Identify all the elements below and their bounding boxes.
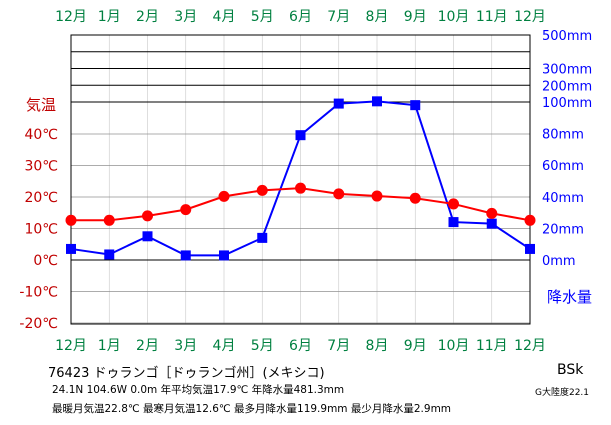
precipitation-point xyxy=(372,96,382,107)
month-label-bottom: 10月 xyxy=(438,338,470,354)
precipitation-series xyxy=(66,96,535,261)
precipitation-tick-label: 100mm xyxy=(542,96,592,111)
precipitation-tick-label: 200mm xyxy=(542,79,592,94)
month-label-bottom: 12月 xyxy=(55,338,87,354)
temperature-point xyxy=(295,182,306,194)
month-label-bottom: 5月 xyxy=(251,338,274,354)
climate-class: BSk xyxy=(557,362,584,378)
station-summary: 24.1N 104.6W 0.0m 年平均気温17.9℃ 年降水量481.3mm xyxy=(52,384,345,396)
precipitation-point xyxy=(219,250,229,261)
temperature-tick-label: -20℃ xyxy=(19,316,58,332)
temperature-point xyxy=(180,204,192,216)
month-label-top: 2月 xyxy=(136,9,159,25)
chart-frame xyxy=(70,34,531,325)
temperature-tick-label: 10℃ xyxy=(24,222,58,238)
month-label-bottom: 6月 xyxy=(289,338,312,354)
station-extremes: 最暖月気温22.8℃ 最寒月気温12.6℃ 最多月降水量119.9mm 最少月降… xyxy=(52,403,452,415)
precipitation-tick-label: 0mm xyxy=(542,254,576,269)
temperature-point xyxy=(371,190,383,202)
month-label-bottom: 9月 xyxy=(404,338,427,354)
temperature-axis-label: 気温 xyxy=(26,96,56,114)
month-label-bottom: 3月 xyxy=(174,338,197,354)
temperature-point xyxy=(142,210,153,222)
temperature-point xyxy=(409,192,421,204)
month-label-top: 4月 xyxy=(213,9,236,25)
plot-border xyxy=(70,34,531,325)
precipitation-point xyxy=(486,218,497,229)
precipitation-tick-label: 20mm xyxy=(542,222,584,237)
month-label-top: 11月 xyxy=(476,9,508,25)
precipitation-point xyxy=(257,232,268,243)
precipitation-tick-label: 60mm xyxy=(542,159,584,174)
temperature-point xyxy=(256,184,268,196)
temperature-point xyxy=(486,207,498,219)
precipitation-point xyxy=(333,98,344,109)
month-label-top: 3月 xyxy=(174,9,197,25)
temperature-tick-label: -10℃ xyxy=(19,285,58,301)
month-label-bottom: 12月 xyxy=(514,338,546,354)
month-label-top: 9月 xyxy=(404,9,427,25)
month-label-top: 10月 xyxy=(438,9,470,25)
month-label-top: 6月 xyxy=(289,9,312,25)
month-labels-bottom: 12月 1月 2月 3月 4月 5月 6月 7月 8月 9月 10月 11月 12月 xyxy=(55,338,546,354)
month-labels-top: 12月 1月 2月 3月 4月 5月 6月 7月 8月 9月 10月 11月 12月 xyxy=(55,9,546,25)
month-label-bottom: 1月 xyxy=(98,338,121,354)
precipitation-point xyxy=(295,130,306,141)
month-label-top: 1月 xyxy=(98,9,121,25)
precipitation-point xyxy=(410,100,421,111)
temperature-point xyxy=(333,188,345,200)
temperature-point xyxy=(448,198,459,210)
month-label-bottom: 11月 xyxy=(476,338,508,354)
month-label-top: 8月 xyxy=(366,9,389,25)
station-name: 76423 ドゥランゴ［ドゥランゴ州］(メキシコ) xyxy=(48,366,325,381)
precipitation-point xyxy=(448,217,459,228)
precipitation-point xyxy=(525,243,535,254)
precipitation-tick-label: 40mm xyxy=(542,191,584,206)
precipitation-tick-label: 80mm xyxy=(542,128,584,143)
month-label-bottom: 2月 xyxy=(136,338,159,354)
precipitation-tick-label: 500mm xyxy=(542,29,592,44)
temperature-point xyxy=(524,214,536,226)
temperature-point xyxy=(65,214,77,226)
month-label-top: 12月 xyxy=(55,9,87,25)
temperature-tick-label: 30℃ xyxy=(24,159,58,175)
precipitation-point xyxy=(66,243,76,254)
month-label-bottom: 4月 xyxy=(213,338,236,354)
precipitation-axis-label: 降水量 xyxy=(547,288,592,306)
month-label-top: 12月 xyxy=(514,9,546,25)
temperature-tick-labels: 40℃ 30℃ 20℃ 10℃ 0℃ -10℃ -20℃ xyxy=(19,127,58,332)
month-label-top: 5月 xyxy=(251,9,274,25)
chart-grid xyxy=(71,34,530,324)
temperature-point xyxy=(103,214,115,226)
temperature-tick-label: 0℃ xyxy=(33,253,58,269)
temperature-tick-label: 40℃ xyxy=(24,127,58,143)
precipitation-point xyxy=(142,231,153,242)
temperature-point xyxy=(218,190,230,202)
continentality-index: G大陸度22.1 xyxy=(535,388,590,398)
month-label-bottom: 8月 xyxy=(366,338,389,354)
precipitation-point xyxy=(104,249,115,260)
precipitation-point xyxy=(180,250,191,261)
month-label-bottom: 7月 xyxy=(327,338,350,354)
temperature-series xyxy=(65,182,536,226)
precipitation-tick-label: 300mm xyxy=(542,63,592,78)
temperature-tick-label: 20℃ xyxy=(24,190,58,206)
month-label-top: 7月 xyxy=(327,9,350,25)
